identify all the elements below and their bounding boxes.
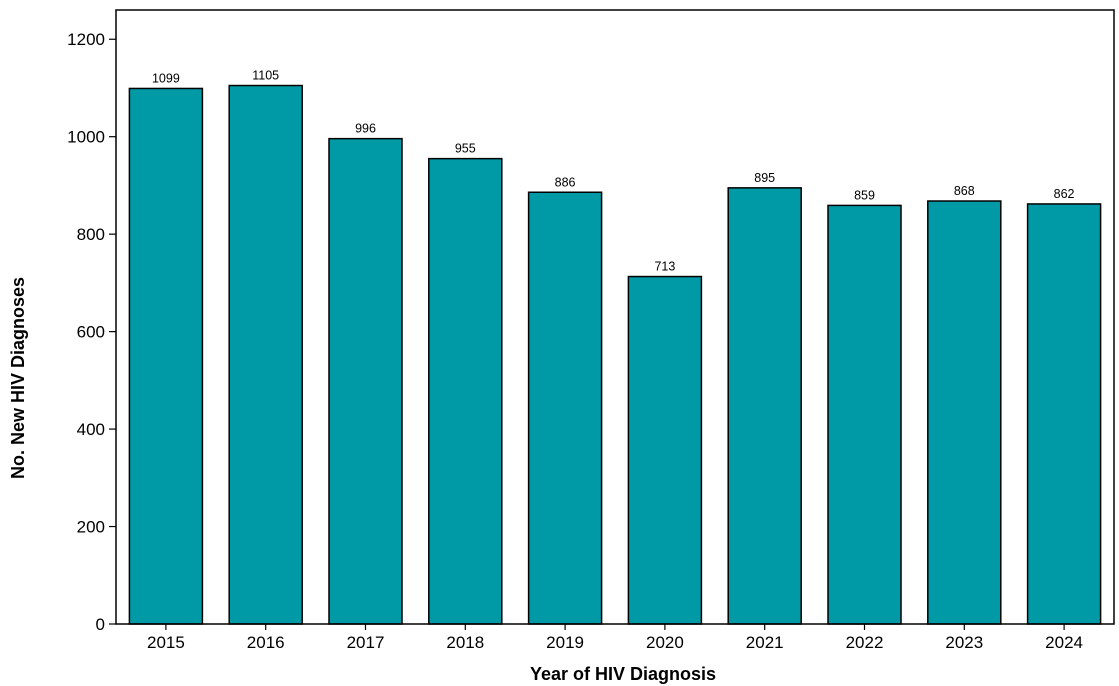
y-axis-ticks: 0 200 400 600 800 1000 1200 <box>67 30 116 634</box>
bar-2016 <box>228 84 303 625</box>
data-label-2021: 895 <box>754 171 775 185</box>
bars <box>128 84 1102 625</box>
x-tick-label-2020: 2020 <box>646 633 684 652</box>
bar-2024 <box>1026 203 1102 625</box>
y-tick-label-400: 400 <box>77 420 105 439</box>
data-label-2018: 955 <box>455 142 476 156</box>
y-tick-label-0: 0 <box>96 615 105 634</box>
x-tick-label-2016: 2016 <box>247 633 285 652</box>
bar-2022 <box>827 204 902 625</box>
x-tick-label-2018: 2018 <box>446 633 484 652</box>
bar-2023 <box>927 200 1002 625</box>
data-label-2023: 868 <box>954 184 975 198</box>
y-tick-label-200: 200 <box>77 518 105 537</box>
data-label-2022: 859 <box>854 188 875 202</box>
data-label-2024: 862 <box>1054 187 1075 201</box>
x-tick-label-2022: 2022 <box>846 633 884 652</box>
x-tick-label-2021: 2021 <box>746 633 784 652</box>
x-axis-title: Year of HIV Diagnosis <box>530 664 716 684</box>
y-axis-title-group: No. New HIV Diagnoses <box>8 277 28 479</box>
data-label-2020: 713 <box>654 260 675 274</box>
bar-2020 <box>627 275 703 625</box>
y-tick-label-1000: 1000 <box>67 128 105 147</box>
data-label-2019: 886 <box>555 175 576 189</box>
x-tick-label-2017: 2017 <box>347 633 385 652</box>
bar-2017 <box>328 137 403 625</box>
plot-area: 1099 1105 996 955 886 713 895 859 868 862 2015 2016… <box>67 9 1115 652</box>
y-tick-label-800: 800 <box>77 225 105 244</box>
plot-frame <box>115 9 1115 625</box>
y-tick-label-600: 600 <box>77 323 105 342</box>
x-tick-label-2024: 2024 <box>1045 633 1083 652</box>
data-label-2017: 996 <box>355 122 376 136</box>
bar-2015 <box>128 87 204 625</box>
x-tick-label-2019: 2019 <box>546 633 584 652</box>
y-tick-label-1200: 1200 <box>67 30 105 49</box>
x-tick-label-2015: 2015 <box>147 633 185 652</box>
bar-2018 <box>428 157 503 625</box>
x-tick-label-2023: 2023 <box>945 633 983 652</box>
bar-2019 <box>527 191 603 625</box>
data-labels: 1099 1105 996 955 886 713 895 859 868 862 <box>152 69 1075 274</box>
data-label-2016: 1105 <box>252 69 279 83</box>
y-axis-title: No. New HIV Diagnoses <box>8 277 28 479</box>
data-label-2015: 1099 <box>152 71 180 85</box>
x-axis-ticks: 2015 2016 2017 2018 2019 2020 2021 2022 2023 2024 <box>147 624 1083 652</box>
bar-2021 <box>727 187 802 625</box>
